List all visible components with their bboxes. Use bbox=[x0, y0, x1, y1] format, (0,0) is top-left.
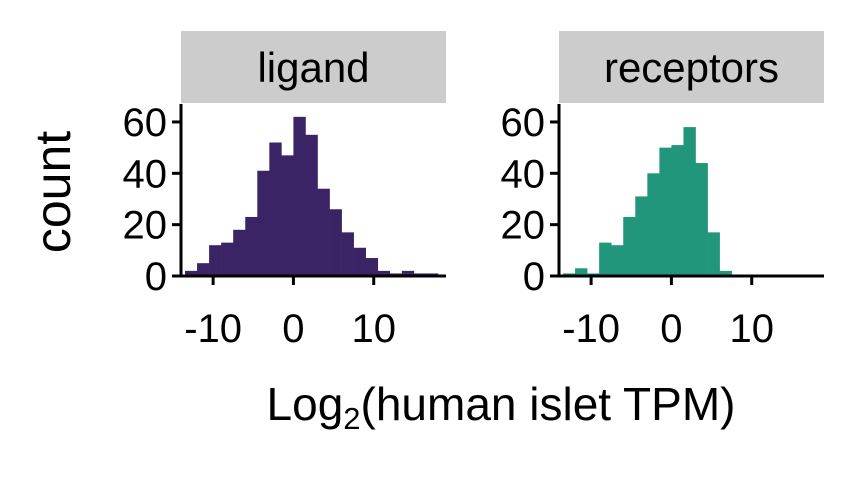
histogram-bar-ligand-0 bbox=[185, 270, 198, 276]
histogram-bar-ligand-14 bbox=[353, 247, 366, 276]
y-tick-label-receptors-0: 0 bbox=[523, 255, 545, 299]
x-tick-label-ligand-0: 0 bbox=[282, 307, 304, 351]
histogram-bar-receptors-13 bbox=[719, 270, 732, 276]
histogram-bar-receptors-8 bbox=[659, 147, 672, 276]
histogram-bar-receptors-1 bbox=[575, 268, 588, 276]
x-tick-label-receptors-neg10: -10 bbox=[562, 307, 620, 351]
histogram-bar-ligand-10 bbox=[305, 134, 318, 276]
histogram-bar-receptors-12 bbox=[707, 232, 720, 276]
histogram-bar-receptors-11 bbox=[695, 163, 708, 276]
x-tick-label-ligand-10: 10 bbox=[351, 307, 396, 351]
y-tick-label-receptors-40: 40 bbox=[501, 152, 546, 196]
histogram-bar-ligand-5 bbox=[245, 216, 258, 276]
x-tick-label-receptors-10: 10 bbox=[729, 307, 774, 351]
histogram-bar-ligand-18 bbox=[401, 270, 415, 276]
facet-strip-ligand bbox=[181, 31, 446, 103]
histogram-bar-receptors-4 bbox=[611, 245, 624, 276]
facet-label-receptors: receptors bbox=[604, 44, 779, 91]
histogram-bar-ligand-2 bbox=[209, 245, 222, 276]
y-tick-label-receptors-20: 20 bbox=[501, 204, 546, 248]
histogram-bar-receptors-9 bbox=[671, 145, 684, 276]
histogram-bar-receptors-5 bbox=[623, 216, 636, 276]
x-axis-title-base: Log bbox=[267, 378, 344, 430]
histogram-bar-ligand-8 bbox=[281, 155, 294, 276]
histogram-bar-receptors-3 bbox=[599, 242, 612, 276]
x-tick-label-ligand-neg10: -10 bbox=[184, 307, 242, 351]
facets-group: ligand 0 20 40 60 -10 0 10 receptors 0 20 40 60 -10 0 1… bbox=[123, 31, 824, 351]
y-tick-label-ligand-40: 40 bbox=[123, 152, 168, 196]
x-axis-title: Log2(human islet TPM) bbox=[267, 378, 736, 436]
x-axis-title-subscript: 2 bbox=[343, 401, 360, 436]
histogram-bar-receptors-7 bbox=[647, 173, 660, 276]
y-tick-label-receptors-60: 60 bbox=[501, 101, 546, 145]
y-tick-label-ligand-60: 60 bbox=[123, 101, 168, 145]
histogram-bar-receptors-10 bbox=[683, 127, 696, 276]
histogram-bar-ligand-13 bbox=[341, 232, 354, 276]
facet-label-ligand: ligand bbox=[257, 44, 369, 91]
x-tick-label-receptors-0: 0 bbox=[660, 307, 682, 351]
x-axis-title-rest: (human islet TPM) bbox=[361, 378, 736, 430]
histogram-bar-ligand-11 bbox=[317, 188, 330, 276]
histogram-bar-ligand-9 bbox=[293, 116, 306, 277]
histogram-bar-receptors-6 bbox=[635, 196, 648, 276]
histogram-bar-ligand-7 bbox=[269, 142, 282, 276]
y-tick-label-ligand-20: 20 bbox=[123, 204, 168, 248]
y-axis-title: count bbox=[25, 131, 81, 253]
facet-strip-receptors bbox=[559, 31, 824, 103]
histogram-bar-ligand-15 bbox=[365, 258, 379, 276]
histogram-bar-ligand-3 bbox=[221, 242, 234, 276]
histogram-bar-ligand-6 bbox=[257, 170, 270, 276]
histogram-bar-ligand-12 bbox=[329, 209, 342, 276]
y-tick-label-ligand-0: 0 bbox=[145, 255, 167, 299]
histogram-bar-ligand-4 bbox=[233, 229, 246, 276]
histogram-bar-ligand-1 bbox=[197, 263, 210, 276]
histogram-bar-ligand-16 bbox=[377, 270, 391, 276]
